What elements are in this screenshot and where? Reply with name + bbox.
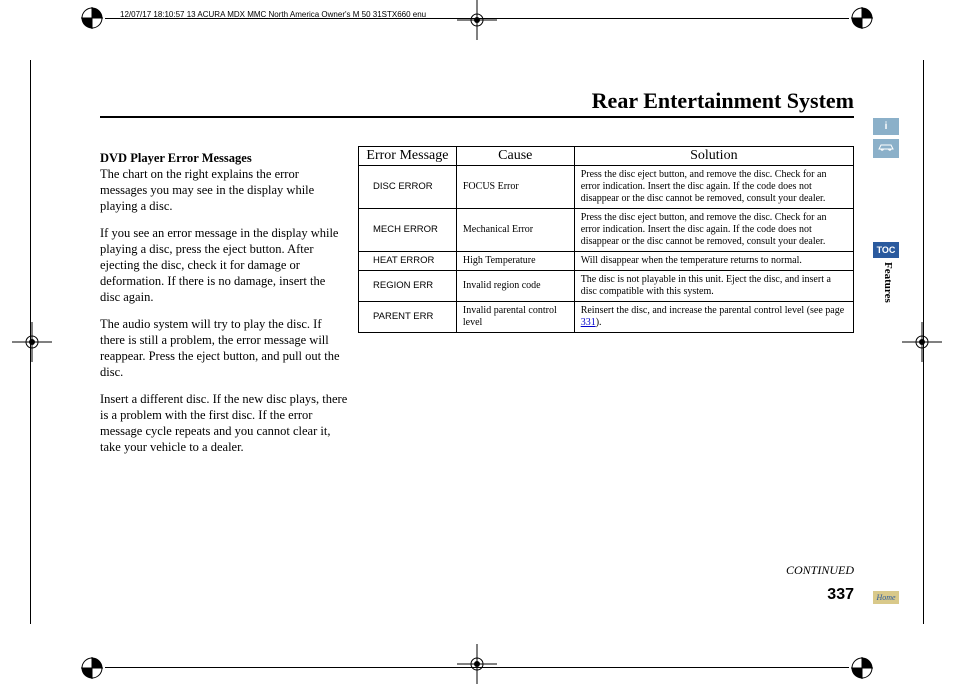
features-tab[interactable]: Features — [882, 262, 894, 303]
registration-mark-icon — [80, 6, 104, 30]
toc-tab[interactable]: TOC — [873, 242, 899, 258]
table-header: Error Message — [359, 147, 457, 166]
table-row: MECH ERRORMechanical ErrorPress the disc… — [359, 209, 854, 252]
page-link[interactable]: 331 — [581, 317, 596, 328]
error-code-cell: REGION ERR — [359, 271, 457, 302]
crop-line-left — [30, 60, 31, 624]
crosshair-icon — [12, 322, 52, 362]
solution-cell: Press the disc eject button, and remove … — [574, 166, 853, 209]
table-header: Cause — [456, 147, 574, 166]
table-header: Solution — [574, 147, 853, 166]
print-metadata: 12/07/17 18:10:57 13 ACURA MDX MMC North… — [120, 10, 426, 19]
crosshair-icon — [902, 322, 942, 362]
solution-cell: Reinsert the disc, and increase the pare… — [574, 302, 853, 333]
continued-label: CONTINUED — [786, 563, 854, 578]
body-text: DVD Player Error Messages The chart on th… — [100, 150, 348, 466]
table-row: PARENT ERRInvalid parental control level… — [359, 302, 854, 333]
info-icon: i — [885, 121, 888, 132]
registration-mark-icon — [80, 656, 104, 680]
page-number: 337 — [827, 586, 854, 604]
cause-cell: Mechanical Error — [456, 209, 574, 252]
home-tab[interactable]: Home — [873, 591, 899, 604]
table-row: REGION ERRInvalid region codeThe disc is… — [359, 271, 854, 302]
error-code-cell: HEAT ERROR — [359, 252, 457, 271]
registration-mark-icon — [850, 6, 874, 30]
paragraph: The audio system will try to play the di… — [100, 316, 348, 380]
car-icon — [877, 142, 895, 152]
solution-cell: Press the disc eject button, and remove … — [574, 209, 853, 252]
table-row: HEAT ERRORHigh TemperatureWill disappear… — [359, 252, 854, 271]
info-tab[interactable]: i — [873, 118, 899, 135]
cause-cell: Invalid region code — [456, 271, 574, 302]
error-code-cell: MECH ERROR — [359, 209, 457, 252]
crop-line-right — [923, 60, 924, 624]
cause-cell: Invalid parental control level — [456, 302, 574, 333]
error-code-cell: PARENT ERR — [359, 302, 457, 333]
side-tabs: i — [873, 118, 899, 158]
paragraph: If you see an error message in the displ… — [100, 225, 348, 305]
cause-cell: High Temperature — [456, 252, 574, 271]
cause-cell: FOCUS Error — [456, 166, 574, 209]
registration-mark-icon — [850, 656, 874, 680]
error-code-cell: DISC ERROR — [359, 166, 457, 209]
vehicle-tab[interactable] — [873, 139, 899, 158]
paragraph: The chart on the right explains the erro… — [100, 167, 314, 213]
solution-cell: The disc is not playable in this unit. E… — [574, 271, 853, 302]
section-heading: DVD Player Error Messages — [100, 151, 252, 165]
table-row: DISC ERRORFOCUS ErrorPress the disc ejec… — [359, 166, 854, 209]
error-messages-table: Error Message Cause Solution DISC ERRORF… — [358, 146, 854, 333]
crosshair-icon — [457, 0, 497, 40]
page-title: Rear Entertainment System — [592, 88, 854, 114]
solution-cell: Will disappear when the temperature retu… — [574, 252, 853, 271]
title-rule — [100, 116, 854, 118]
crosshair-icon — [457, 644, 497, 684]
crop-line-bottom — [105, 667, 849, 668]
paragraph: Insert a different disc. If the new disc… — [100, 391, 348, 455]
